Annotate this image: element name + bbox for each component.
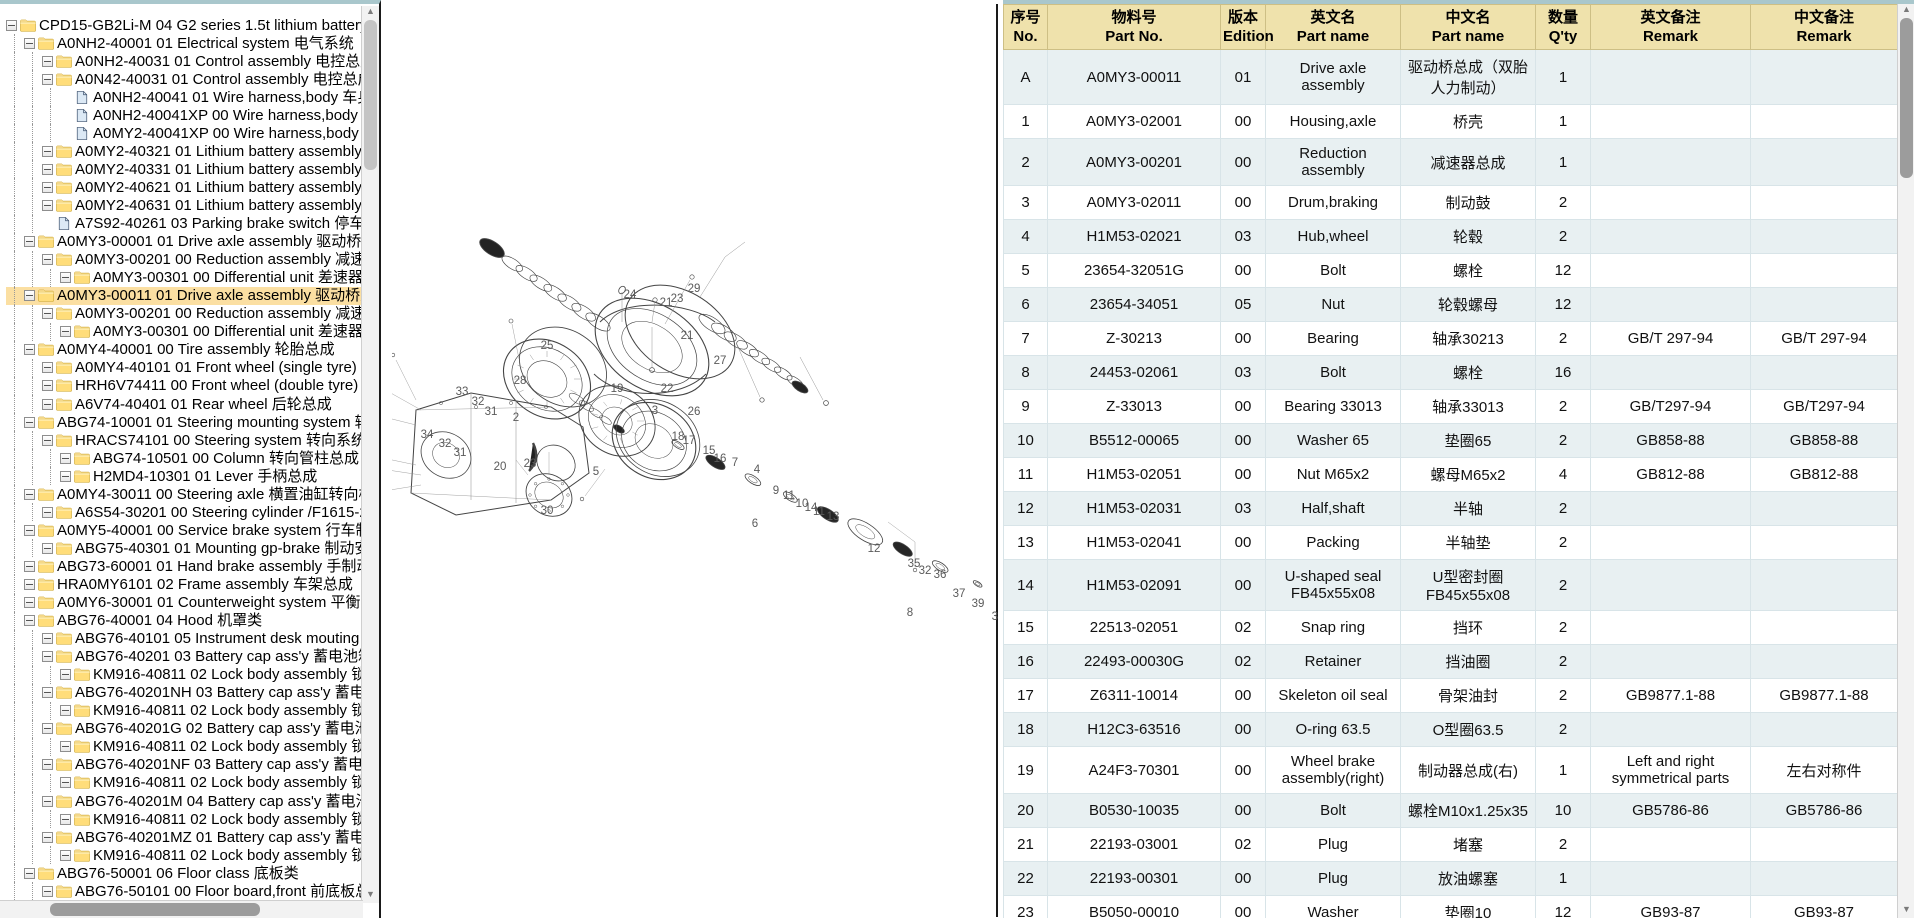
- svg-text:4: 4: [754, 464, 761, 476]
- svg-text:3: 3: [652, 405, 658, 417]
- svg-text:32: 32: [472, 396, 485, 408]
- svg-text:16: 16: [714, 453, 727, 465]
- svg-text:21: 21: [681, 330, 694, 342]
- svg-text:28: 28: [514, 375, 527, 387]
- svg-text:23: 23: [524, 458, 537, 470]
- svg-text:26: 26: [688, 406, 701, 418]
- svg-text:32: 32: [919, 565, 932, 577]
- svg-text:24: 24: [624, 289, 637, 301]
- svg-text:38: 38: [992, 611, 998, 623]
- svg-text:25: 25: [541, 340, 554, 352]
- svg-text:33: 33: [456, 386, 469, 398]
- svg-text:13: 13: [827, 511, 840, 523]
- svg-text:5: 5: [593, 466, 599, 478]
- svg-text:17: 17: [683, 435, 696, 447]
- svg-text:20: 20: [494, 461, 507, 473]
- svg-text:31: 31: [454, 447, 467, 459]
- svg-text:27: 27: [714, 355, 727, 367]
- svg-text:19: 19: [611, 383, 624, 395]
- svg-text:11: 11: [783, 490, 795, 502]
- svg-text:31: 31: [485, 406, 498, 418]
- svg-text:6: 6: [752, 518, 758, 530]
- svg-text:8: 8: [907, 607, 913, 619]
- svg-text:37: 37: [953, 588, 966, 600]
- svg-text:36: 36: [934, 569, 947, 581]
- svg-text:32: 32: [439, 438, 452, 450]
- svg-text:39: 39: [972, 598, 985, 610]
- svg-text:34: 34: [421, 429, 434, 441]
- svg-text:11: 11: [813, 506, 825, 518]
- svg-text:7: 7: [732, 457, 738, 469]
- svg-text:23: 23: [671, 293, 684, 305]
- svg-text:30: 30: [541, 505, 554, 517]
- svg-text:29: 29: [688, 283, 701, 295]
- svg-text:2: 2: [513, 412, 519, 424]
- svg-text:22: 22: [661, 383, 674, 395]
- svg-text:12: 12: [868, 543, 881, 555]
- svg-text:9: 9: [773, 485, 779, 497]
